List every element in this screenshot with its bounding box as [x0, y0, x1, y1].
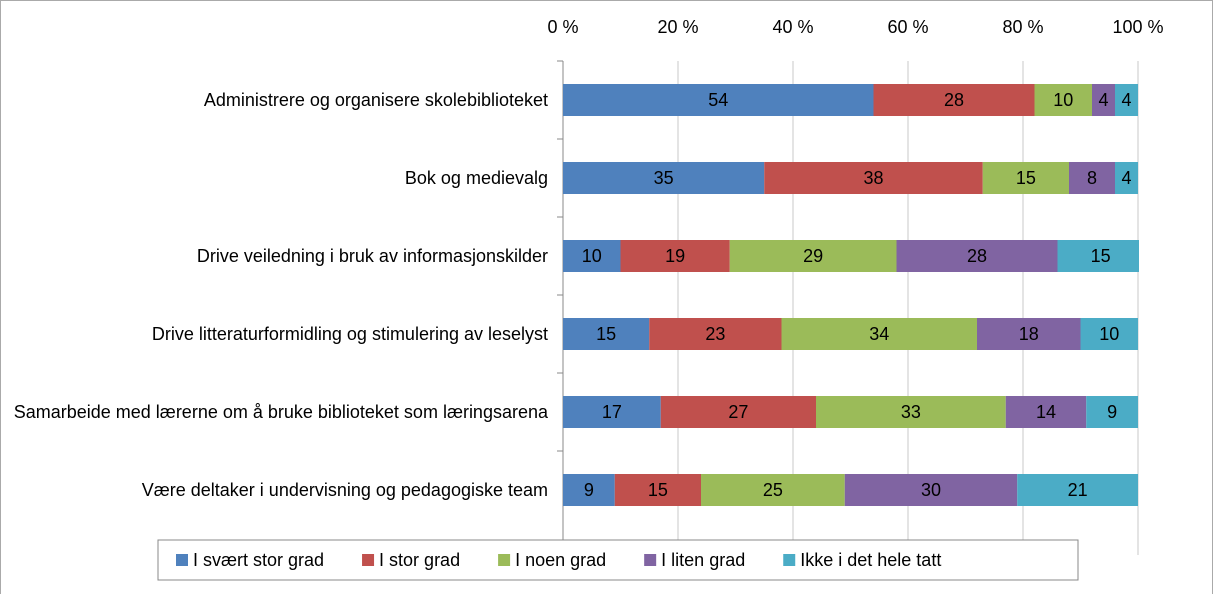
data-label: 15 [1091, 246, 1111, 266]
data-label: 30 [921, 480, 941, 500]
data-label: 21 [1068, 480, 1088, 500]
bar-segment [563, 474, 615, 506]
legend-swatch [644, 554, 657, 566]
bar-segment [1115, 162, 1138, 194]
data-label: 10 [1099, 324, 1119, 344]
data-label: 35 [654, 168, 674, 188]
bar-segment [563, 162, 765, 194]
data-label: 4 [1098, 90, 1108, 110]
legend-swatch [498, 554, 511, 566]
category-label-text: Samarbeide med lærerne om å bruke biblio… [13, 402, 548, 422]
bar-segment [701, 474, 845, 506]
bar-segment [1115, 84, 1138, 116]
category-label: Drive litteraturformidling og stimulerin… [8, 304, 548, 364]
bar-segment [729, 240, 897, 272]
data-label: 9 [1107, 402, 1117, 422]
bar-segment [660, 396, 816, 428]
category-label-text: Bok og medievalg [404, 168, 548, 188]
x-tick-label: 100 % [1112, 17, 1163, 37]
data-label: 34 [869, 324, 889, 344]
bar-segment [649, 318, 782, 350]
legend-label: I svært stor grad [193, 550, 324, 570]
data-label: 38 [863, 168, 883, 188]
data-label: 28 [967, 246, 987, 266]
category-label: Samarbeide med lærerne om å bruke biblio… [8, 382, 548, 442]
bar-segment [781, 318, 977, 350]
data-label: 28 [944, 90, 964, 110]
data-label: 4 [1121, 168, 1131, 188]
bar-segment [1092, 84, 1115, 116]
data-label: 10 [582, 246, 602, 266]
bar-segment [563, 396, 661, 428]
bar-segment [844, 474, 1018, 506]
data-label: 10 [1053, 90, 1073, 110]
category-label-text: Drive veiledning i bruk av informasjonsk… [196, 246, 548, 266]
bar-segment [1017, 474, 1138, 506]
data-label: 18 [1019, 324, 1039, 344]
bar-segment [620, 240, 730, 272]
bar-segment [1005, 396, 1087, 428]
category-label: Bok og medievalg [8, 148, 548, 208]
legend-label: I noen grad [515, 550, 606, 570]
legend-box [157, 539, 1079, 581]
bar-segment [563, 240, 621, 272]
legend-label: I liten grad [661, 550, 745, 570]
bar-segment [1057, 240, 1139, 272]
data-label: 25 [763, 480, 783, 500]
data-label: 14 [1036, 402, 1056, 422]
x-tick-label: 80 % [1002, 17, 1043, 37]
bar-segment [896, 240, 1058, 272]
x-tick-label: 20 % [657, 17, 698, 37]
data-label: 29 [803, 246, 823, 266]
data-label: 19 [665, 246, 685, 266]
legend: I svært stor grad I stor grad I noen grad I… [157, 539, 1079, 581]
bar-segment [764, 162, 983, 194]
data-label: 27 [728, 402, 748, 422]
data-label: 33 [901, 402, 921, 422]
bar-segment [1069, 162, 1115, 194]
data-label: 15 [596, 324, 616, 344]
legend-swatch [176, 554, 188, 566]
bar-segment [1086, 396, 1138, 428]
data-label: 4 [1121, 90, 1131, 110]
x-tick-label: 0 % [547, 17, 578, 37]
category-label-text: Administrere og organisere skolebibliote… [203, 90, 548, 110]
legend-label: I stor grad [379, 550, 460, 570]
legend-label: Ikke i det hele tatt [800, 550, 941, 570]
data-label: 8 [1087, 168, 1097, 188]
x-tick-label: 40 % [772, 17, 813, 37]
data-label: 15 [648, 480, 668, 500]
x-tick-label: 60 % [887, 17, 928, 37]
category-label-text: Være deltaker i undervisning og pedagogi… [141, 480, 548, 500]
data-label: 23 [705, 324, 725, 344]
bar-segment [563, 318, 650, 350]
category-label: Administrere og organisere skolebibliote… [8, 70, 548, 130]
category-label: Drive veiledning i bruk av informasjonsk… [8, 226, 548, 286]
bar-segment [1034, 84, 1092, 116]
bar-segment [1080, 318, 1138, 350]
bar-segment [873, 84, 1035, 116]
bar-segment [977, 318, 1081, 350]
bar-segment [614, 474, 701, 506]
data-label: 15 [1016, 168, 1036, 188]
category-label-text: Drive litteraturformidling og stimulerin… [151, 324, 548, 344]
bar-segment [816, 396, 1006, 428]
bar-segment [563, 84, 874, 116]
data-label: 9 [584, 480, 594, 500]
data-label: 17 [602, 402, 622, 422]
legend-swatch [783, 554, 796, 566]
legend-swatch [362, 554, 375, 566]
bar-segment [982, 162, 1069, 194]
data-label: 54 [708, 90, 728, 110]
category-label: Være deltaker i undervisning og pedagogi… [8, 460, 548, 520]
